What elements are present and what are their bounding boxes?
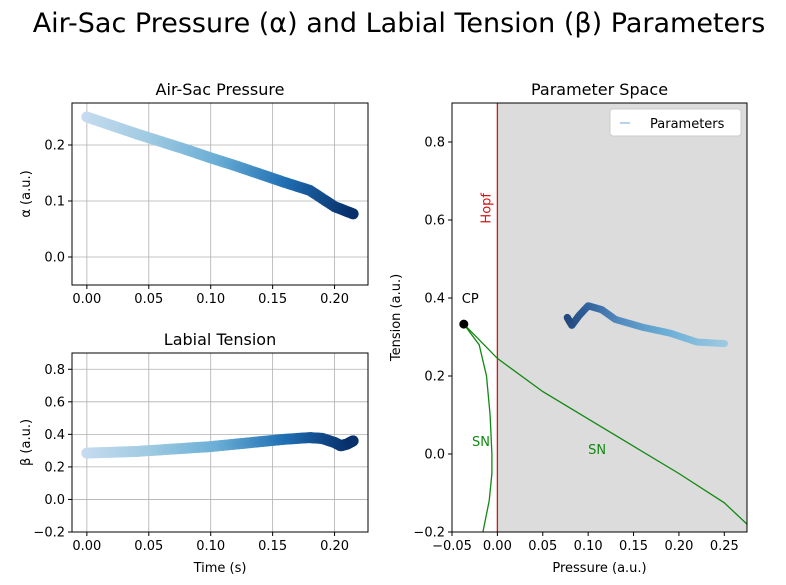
y-axis-label: Tension (a.u.) xyxy=(389,274,404,362)
x-axis-label: Pressure (a.u.) xyxy=(552,561,646,576)
x-tick-label: 0.20 xyxy=(664,539,693,554)
y-tick-label: 0.8 xyxy=(44,363,65,378)
plot-area xyxy=(459,103,747,532)
x-tick-label: 0.00 xyxy=(483,539,512,554)
legend-label: Parameters xyxy=(650,117,725,132)
figure-title: Air-Sac Pressure (α) and Labial Tension … xyxy=(33,8,766,39)
parameter-point xyxy=(563,313,571,322)
y-tick-label: 0.0 xyxy=(424,448,445,463)
x-tick-label: 0.10 xyxy=(196,292,225,307)
chart-root: 0.00 0.05 0.10 0.15 0.20 0.0 0.1 0.2 Air-Sac Pre… xyxy=(19,80,748,576)
x-tick-label: −0.05 xyxy=(432,539,472,554)
x-tick-label: 0.10 xyxy=(196,539,225,554)
axes-title: Air-Sac Pressure xyxy=(156,80,285,99)
x-tick-label: 0.25 xyxy=(710,539,739,554)
y-tick-label: 0.1 xyxy=(44,195,65,210)
legend-box xyxy=(609,108,742,137)
y-tick-label: 0.0 xyxy=(44,251,65,266)
cusp-point xyxy=(459,319,469,329)
x-tick-label: 0.15 xyxy=(258,292,287,307)
y-tick-label: −0.2 xyxy=(33,526,65,541)
chart-beta: 0.00 0.05 0.10 0.15 0.20 −0.2 0.0 0.2 0.4 0.6 0.8 L… xyxy=(19,330,369,576)
x-tick-label: 0.00 xyxy=(72,292,101,307)
x-tick-label: 0.15 xyxy=(619,539,648,554)
y-tick-label: −0.2 xyxy=(413,526,445,541)
data-point xyxy=(347,208,359,220)
y-tick-label: 0.6 xyxy=(424,214,445,229)
x-tick-label: 0.05 xyxy=(528,539,557,554)
x-axis-label: Time (s) xyxy=(193,561,247,576)
x-tick-label: 0.00 xyxy=(72,539,101,554)
axes-title: Labial Tension xyxy=(164,330,276,349)
y-axis-label: β (a.u.) xyxy=(19,419,34,466)
cusp-point-label: CP xyxy=(462,292,479,307)
x-tick-label: 0.20 xyxy=(320,539,349,554)
y-tick-label: 0.0 xyxy=(44,493,65,508)
hopf-label: Hopf xyxy=(479,193,494,224)
y-axis-label: α (a.u.) xyxy=(19,170,34,217)
x-tick-label: 0.05 xyxy=(134,539,163,554)
sn-label-upper: SN xyxy=(588,443,606,458)
axes-frame xyxy=(451,102,748,533)
x-tick-label: 0.15 xyxy=(258,539,287,554)
axes-title: Parameter Space xyxy=(531,80,668,99)
x-tick-label: 0.20 xyxy=(320,292,349,307)
chart-alpha: 0.00 0.05 0.10 0.15 0.20 0.0 0.1 0.2 Air-Sac Pre… xyxy=(19,80,369,307)
y-tick-label: 0.2 xyxy=(44,460,65,475)
y-tick-label: 0.2 xyxy=(424,370,445,385)
data-point xyxy=(347,435,359,447)
legend: Parameters xyxy=(609,108,742,137)
stable-region-shading xyxy=(497,103,747,532)
y-tick-label: 0.4 xyxy=(424,292,445,307)
sn-label-lower: SN xyxy=(472,435,490,450)
y-tick-label: 0.8 xyxy=(424,136,445,151)
x-tick-label: 0.05 xyxy=(134,292,163,307)
y-tick-label: 0.4 xyxy=(44,428,65,443)
sn-curve-lower xyxy=(463,323,493,532)
axes-frame xyxy=(71,352,369,533)
y-tick-label: 0.6 xyxy=(44,395,65,410)
x-tick-label: 0.10 xyxy=(574,539,603,554)
y-tick-label: 0.2 xyxy=(44,139,65,154)
chart-param_space: CP Hopf SN SN Parameters −0.05 0.00 0.05 0.10 0.1… xyxy=(389,80,748,576)
plot-area xyxy=(72,103,368,285)
sn-curve-upper xyxy=(463,323,747,525)
axes-frame xyxy=(71,102,369,286)
plot-area xyxy=(72,353,368,532)
